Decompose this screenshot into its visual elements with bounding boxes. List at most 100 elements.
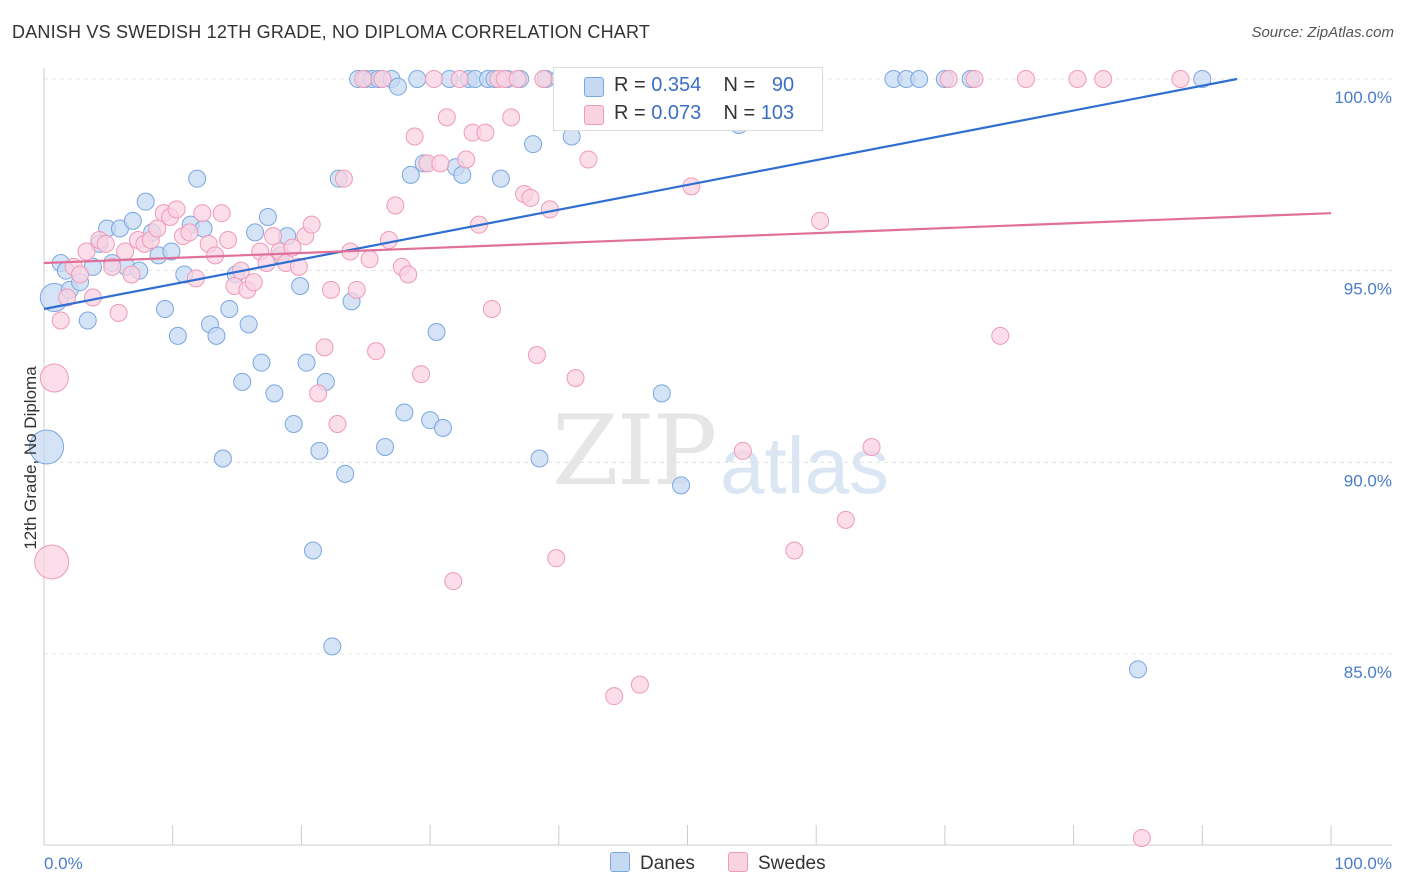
danes-point <box>310 441 329 460</box>
swedes-point <box>457 150 476 169</box>
swedes-point <box>219 231 238 249</box>
y-tick-label: 85.0% <box>1344 663 1392 682</box>
y-axis-title: 12th Grade, No Diploma <box>21 366 40 550</box>
danes-point <box>265 384 284 403</box>
swedes-point <box>167 200 186 219</box>
swedes-r-label: R = <box>614 102 646 124</box>
data-points <box>29 70 1212 847</box>
danes-point <box>433 418 452 437</box>
swedes-point <box>424 70 443 88</box>
swedes-point <box>785 541 804 560</box>
swedes-point <box>733 441 752 460</box>
danes-point <box>188 169 207 188</box>
swedes-point <box>412 365 431 384</box>
bottom-legend-swedes: Swedes <box>728 852 826 875</box>
danes-point <box>395 403 414 422</box>
danes-point <box>136 192 155 211</box>
swedes-point <box>1068 70 1087 88</box>
swedes-n-value: 103 <box>760 102 795 124</box>
swedes-point <box>1132 829 1151 847</box>
bottom-legend-danes: Danes <box>610 852 695 875</box>
swedes-point <box>122 265 141 284</box>
danes-point <box>233 372 252 391</box>
swedes-point <box>322 280 341 299</box>
swedes-point <box>1016 70 1035 88</box>
swedes-point <box>450 70 469 88</box>
danes-point <box>672 476 691 495</box>
danes-n-value: 90 <box>771 74 795 96</box>
danes-point <box>207 326 226 345</box>
danes-point <box>258 208 277 226</box>
danes-legend-label: Danes <box>640 853 695 874</box>
danes-point <box>29 429 65 465</box>
danes-point <box>453 165 472 184</box>
swedes-point <box>328 415 347 433</box>
swedes-point <box>103 257 122 276</box>
danes-point <box>530 449 549 468</box>
swedes-point <box>437 108 456 127</box>
y-tick-label: 90.0% <box>1344 471 1392 490</box>
danes-point <box>652 384 671 403</box>
danes-point <box>213 449 232 468</box>
danes-point <box>910 70 929 88</box>
swedes-point <box>386 196 405 215</box>
swedes-point <box>373 70 392 88</box>
danes-point <box>336 464 355 483</box>
watermark-atlas: atlas <box>720 421 889 510</box>
danes-r-label: R = <box>614 74 646 96</box>
danes-point <box>78 311 97 330</box>
danes-point <box>168 326 187 345</box>
danes-point <box>284 415 303 433</box>
danes-point <box>323 637 342 656</box>
danes-swatch <box>584 77 604 97</box>
swedes-point <box>367 342 386 361</box>
swedes-point <box>379 231 398 249</box>
y-tick-label: 100.0% <box>1334 88 1392 107</box>
danes-point <box>401 165 420 184</box>
watermark-zip: ZIP <box>552 395 717 507</box>
danes-point <box>303 541 322 560</box>
swedes-point <box>315 338 334 357</box>
swedes-point <box>431 154 450 173</box>
swedes-point <box>193 204 212 223</box>
danes-point <box>427 323 446 341</box>
swedes-point <box>58 288 77 307</box>
swedes-point <box>566 369 585 387</box>
swedes-point <box>939 70 958 88</box>
axes <box>43 68 1392 846</box>
swedes-point <box>444 572 463 591</box>
swedes-point <box>502 108 521 127</box>
danes-point <box>524 135 543 154</box>
swedes-point <box>630 675 649 694</box>
swedes-point <box>547 549 566 568</box>
swedes-point <box>283 238 302 257</box>
swedes-point <box>180 223 199 242</box>
swedes-point <box>534 70 553 88</box>
swedes-point <box>1094 70 1113 88</box>
swedes-point <box>521 188 540 207</box>
swedes-point <box>862 438 881 456</box>
danes-legend-swatch <box>610 852 630 872</box>
danes-point <box>491 169 510 188</box>
swedes-point <box>212 204 231 223</box>
chart-title: DANISH VS SWEDISH 12TH GRADE, NO DIPLOMA… <box>12 22 651 42</box>
swedes-point <box>309 384 328 403</box>
swedes-point <box>527 346 546 364</box>
swedes-point <box>476 123 495 142</box>
swedes-point <box>302 215 321 234</box>
x-tick-label: 100.0% <box>1334 854 1392 873</box>
danes-point <box>291 277 310 295</box>
swedes-point <box>360 250 379 269</box>
swedes-r-value: 0.073 <box>651 102 702 124</box>
swedes-point <box>965 70 984 88</box>
danes-point <box>220 300 239 318</box>
swedes-point <box>77 242 96 261</box>
danes-point <box>239 315 258 334</box>
swedes-point <box>991 326 1010 345</box>
danes-point <box>252 353 271 372</box>
swedes-point <box>1171 70 1190 88</box>
swedes-point <box>71 265 90 284</box>
danes-point <box>246 223 265 242</box>
swedes-point <box>244 273 263 292</box>
